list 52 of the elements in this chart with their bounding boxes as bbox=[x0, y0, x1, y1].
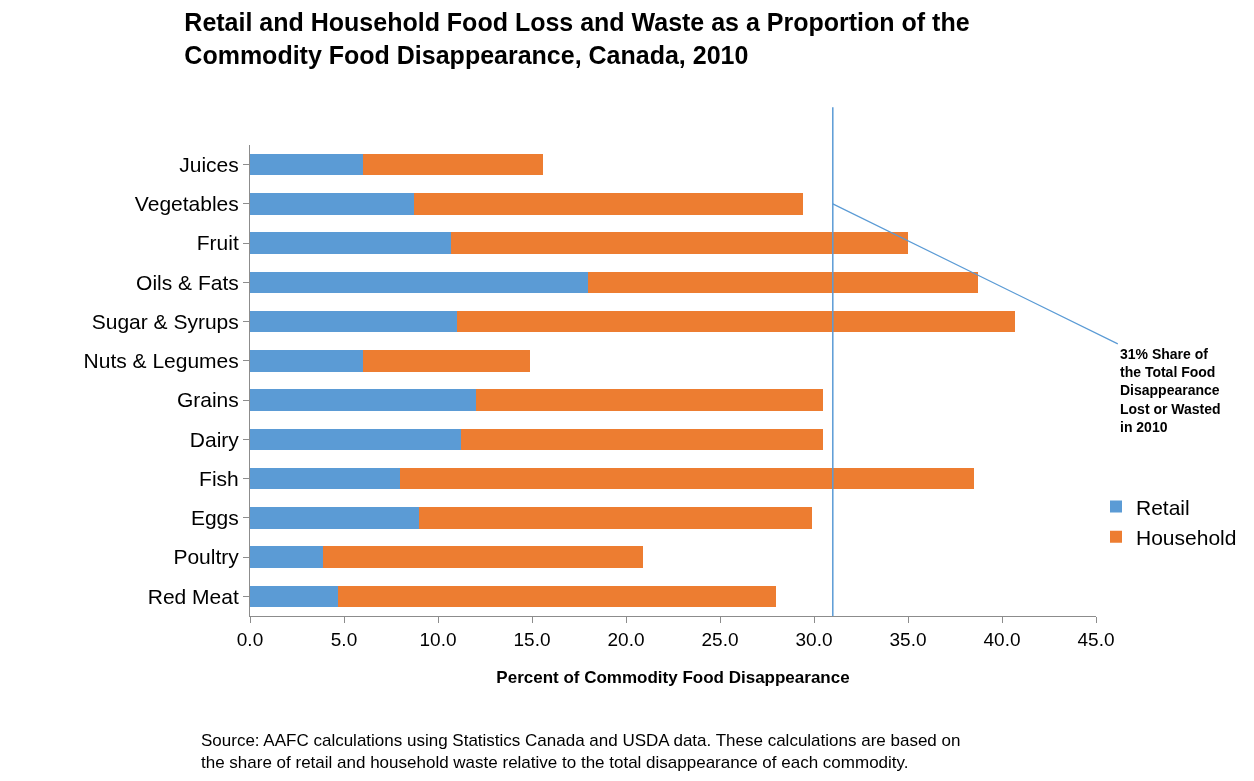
bar bbox=[362, 350, 531, 372]
x-tick-label: 30.0 bbox=[795, 628, 833, 650]
bar bbox=[400, 467, 974, 490]
bar bbox=[456, 310, 1016, 333]
bar bbox=[475, 389, 824, 411]
source-note: Source: AAFC calculations using Statistics Canada and USDA data. These calculations are based on the share of retail and household waste relative to the total disappearance of each commodity. bbox=[201, 731, 961, 773]
chart-title: Retail and Household Food Loss and Waste as a Proportion of the Commodity Food Disappearance, Canada, 2010 bbox=[184, 8, 970, 69]
bar bbox=[338, 585, 777, 608]
y-tick-label: Juices bbox=[179, 152, 239, 176]
y-tick-label: Fruit bbox=[196, 231, 239, 255]
x-axis-title: Percent of Commodity Food Disappearance bbox=[496, 668, 850, 688]
bar bbox=[451, 232, 908, 254]
bar bbox=[460, 428, 824, 451]
bar bbox=[250, 193, 414, 215]
y-tick-label: Eggs bbox=[190, 506, 239, 530]
legend-label: Retail bbox=[1136, 495, 1190, 519]
bar bbox=[250, 428, 461, 451]
y-tick-label: Dairy bbox=[189, 427, 240, 451]
bar bbox=[250, 507, 420, 529]
bar bbox=[362, 153, 544, 176]
y-tick-label: Nuts & Legumes bbox=[83, 349, 239, 373]
bar bbox=[250, 585, 339, 608]
bar bbox=[250, 153, 363, 176]
annotation: 31% Share of the Total Food Disappearance Lost or Wasted in 2010 bbox=[1120, 346, 1221, 435]
legend-label: Household bbox=[1136, 525, 1237, 549]
y-tick-label: Vegetables bbox=[134, 192, 239, 216]
bar bbox=[250, 350, 363, 372]
bar bbox=[250, 232, 452, 254]
y-tick-label: Grains bbox=[176, 388, 239, 412]
x-tick-label: 20.0 bbox=[607, 628, 645, 650]
y-tick-label: Oils & Fats bbox=[136, 270, 239, 294]
x-tick-label: 40.0 bbox=[983, 628, 1021, 650]
bar bbox=[588, 271, 978, 294]
bar bbox=[323, 546, 643, 568]
x-tick-label: 0.0 bbox=[236, 628, 264, 650]
bar bbox=[250, 389, 476, 411]
bar bbox=[250, 271, 589, 294]
x-tick-label: 10.0 bbox=[419, 628, 457, 650]
x-tick-label: 15.0 bbox=[513, 628, 551, 650]
bar bbox=[250, 546, 324, 568]
bar bbox=[413, 193, 803, 215]
x-tick-label: 35.0 bbox=[889, 628, 927, 650]
y-tick-label: Poultry bbox=[173, 545, 240, 569]
y-tick-label: Fish bbox=[199, 466, 239, 490]
bar bbox=[250, 467, 401, 490]
y-tick-label: Red Meat bbox=[147, 584, 239, 608]
x-tick-label: 25.0 bbox=[701, 628, 739, 650]
x-tick-label: 5.0 bbox=[330, 628, 358, 650]
bar bbox=[419, 507, 813, 529]
x-tick-label: 45.0 bbox=[1077, 628, 1115, 650]
y-tick-label: Sugar & Syrups bbox=[91, 309, 239, 333]
bar bbox=[250, 310, 457, 333]
